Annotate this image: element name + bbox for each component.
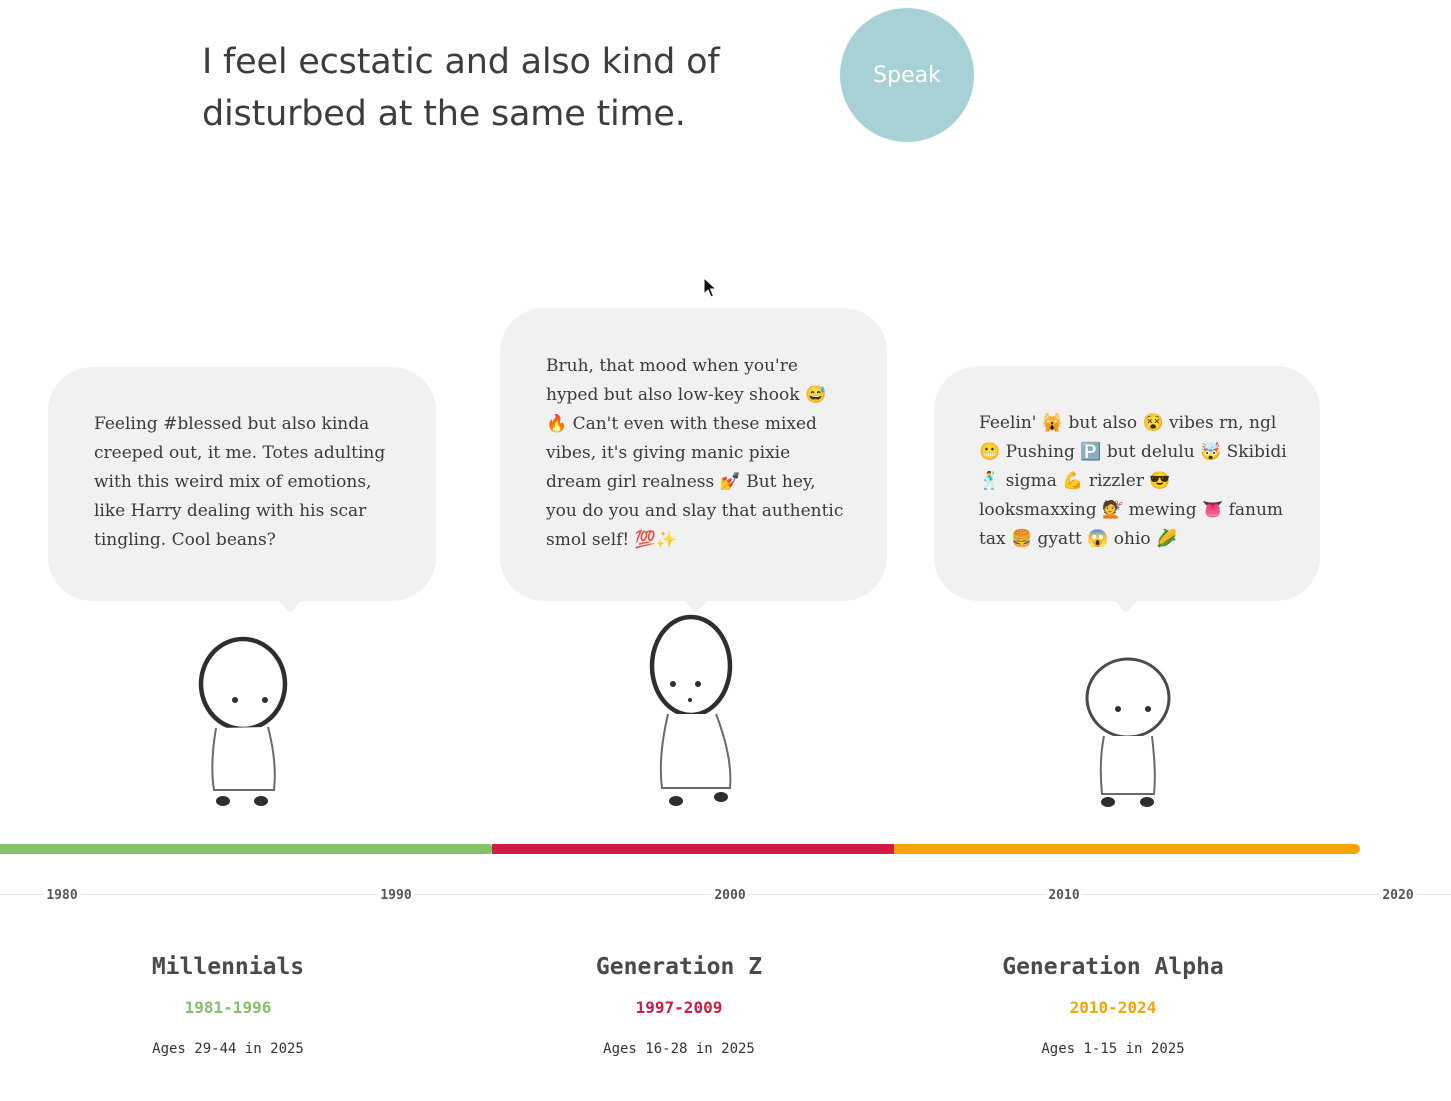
stick-figure-icon bbox=[1085, 657, 1171, 807]
generation-years: 2010-2024 bbox=[1069, 998, 1157, 1017]
generation-info-gen-alpha: Generation Alpha 2010-2024 Ages 1-15 in … bbox=[943, 952, 1283, 1059]
generation-name: Millennials bbox=[151, 954, 305, 980]
mouse-pointer-icon bbox=[703, 277, 717, 298]
gen-z-bar bbox=[492, 844, 894, 854]
response-text-gen-z: Bruh, that mood when you're hyped but al… bbox=[546, 356, 844, 550]
generation-timeline-bars bbox=[0, 844, 1451, 855]
generation-info-millennials: Millennials 1981-1996 Ages 29-44 in 2025 bbox=[58, 952, 398, 1059]
gen-z-figure bbox=[646, 614, 746, 812]
generation-name: Generation Alpha bbox=[1002, 954, 1224, 980]
generation-years: 1981-1996 bbox=[184, 998, 272, 1017]
axis-tick-label: 2020 bbox=[1379, 888, 1417, 903]
generation-info-gen-z: Generation Z 1997-2009 Ages 16-28 in 202… bbox=[509, 952, 849, 1059]
generation-ages: Ages 1-15 in 2025 bbox=[1041, 1041, 1185, 1057]
generation-name: Generation Z bbox=[595, 954, 763, 980]
speech-bubble-millennials: Feeling #blessed but also kinda creeped … bbox=[48, 367, 436, 613]
speak-button[interactable]: Speak bbox=[840, 8, 974, 142]
stick-figure-icon bbox=[649, 614, 733, 806]
speech-bubble-gen-alpha: Feelin' 🙀 but also 😵 vibes rn, ngl 😬 Pus… bbox=[934, 366, 1320, 613]
bubble-tail bbox=[684, 600, 708, 613]
millennial-figure bbox=[196, 634, 296, 814]
response-text-gen-alpha: Feelin' 🙀 but also 😵 vibes rn, ngl 😬 Pus… bbox=[979, 413, 1287, 549]
gen-alpha-bar bbox=[894, 844, 1360, 854]
axis-tick-label: 1990 bbox=[377, 888, 415, 903]
millennials-bar bbox=[0, 844, 492, 854]
generation-years: 1997-2009 bbox=[635, 998, 723, 1017]
axis-tick-label: 2010 bbox=[1045, 888, 1083, 903]
generation-ages: Ages 16-28 in 2025 bbox=[603, 1041, 755, 1057]
speech-bubble-gen-z: Bruh, that mood when you're hyped but al… bbox=[500, 308, 887, 613]
generation-ages: Ages 29-44 in 2025 bbox=[152, 1041, 304, 1057]
prompt-text: I feel ecstatic and also kind of disturb… bbox=[202, 42, 720, 134]
bubble-tail bbox=[1114, 600, 1138, 613]
stick-figure-icon bbox=[198, 636, 288, 806]
response-text-millennials: Feeling #blessed but also kinda creeped … bbox=[94, 414, 386, 550]
axis-tick-label: 2000 bbox=[711, 888, 749, 903]
bubble-tail bbox=[278, 600, 302, 613]
gen-alpha-figure bbox=[1082, 656, 1178, 816]
axis-tick-label: 1980 bbox=[43, 888, 81, 903]
